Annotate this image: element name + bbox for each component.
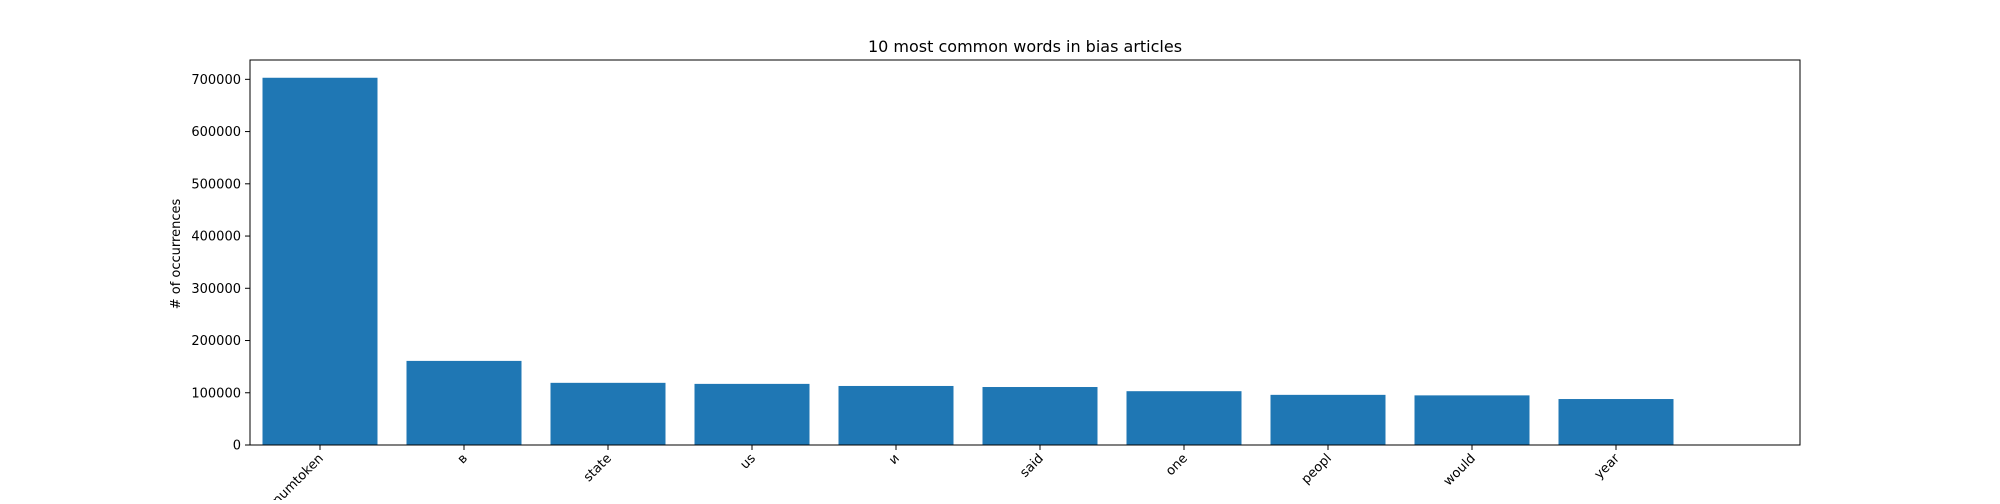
y-tick-label-5: 500000 xyxy=(191,177,241,192)
y-tick-label-6: 600000 xyxy=(191,125,241,140)
bar-0 xyxy=(262,77,378,445)
y-tick-label-3: 300000 xyxy=(191,282,241,297)
x-tick-label-8: would xyxy=(1441,451,1479,489)
y-tick-label-2: 200000 xyxy=(191,334,241,349)
x-tick-label-0: numtoken xyxy=(270,451,327,500)
bar-1 xyxy=(406,360,522,445)
bar-3 xyxy=(694,383,810,445)
bar-2 xyxy=(550,382,666,445)
bar-6 xyxy=(1126,391,1242,445)
plot-frame xyxy=(249,59,1801,446)
x-tick-label-5: said xyxy=(1017,451,1046,480)
x-tick-label-2: state xyxy=(581,451,615,485)
y-axis-label: # of occurrences xyxy=(169,199,184,310)
y-tick-label-0: 0 xyxy=(233,439,241,454)
x-tick-label-1: в xyxy=(455,451,471,467)
y-tick-label-1: 100000 xyxy=(191,386,241,401)
chart-title: 10 most common words in bias articles xyxy=(868,37,1182,56)
bar-4 xyxy=(838,385,954,445)
bar-5 xyxy=(982,387,1098,445)
x-tick-label-4: и xyxy=(886,451,903,468)
bar-9 xyxy=(1558,399,1674,445)
bar-8 xyxy=(1414,395,1530,445)
x-tick-label-9: year xyxy=(1592,451,1624,483)
x-tick-label-6: one xyxy=(1163,451,1191,479)
y-tick-label-7: 700000 xyxy=(191,73,241,88)
plot-area: 0 100000 200000 300000 400000 500000 600000 700… xyxy=(191,59,1801,504)
y-tick-label-4: 400000 xyxy=(191,230,241,245)
x-tick-label-7: peopl xyxy=(1299,451,1335,487)
bar-7 xyxy=(1270,394,1386,445)
x-tick-label-3: us xyxy=(738,451,759,472)
